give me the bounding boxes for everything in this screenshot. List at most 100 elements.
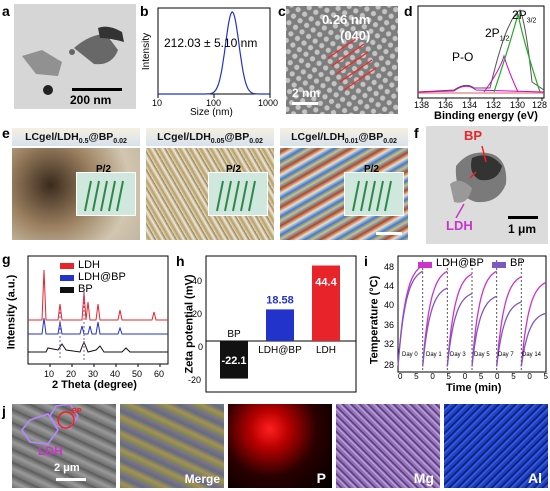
- eds-al-label: Al: [528, 470, 542, 486]
- xps-xtick-134: 134: [462, 100, 478, 110]
- pom-title-3: LCgel/LDH0.01@BP0.02: [280, 128, 408, 146]
- zeta-category-label: LDH@BP: [258, 345, 302, 356]
- pt-day-5: Day 5: [474, 352, 490, 358]
- pt-xtick: 0: [462, 372, 468, 381]
- xrd-legend-ldh: LDH: [78, 259, 101, 271]
- zeta-ytick-n20: -20: [188, 375, 202, 385]
- dls-xtick-100: 100: [206, 98, 222, 108]
- xrd-xtick-30: 30: [88, 369, 99, 379]
- pom-image-3: P/2: [280, 148, 408, 240]
- zeta-value-label: 44.4: [315, 277, 337, 289]
- pom-inset-1: [76, 172, 136, 216]
- hrtem-plane: (040): [340, 28, 371, 43]
- zeta-category-label: BP: [227, 329, 241, 340]
- xps-xtick-130: 130: [510, 100, 526, 110]
- tem-f-scalebar-line: [508, 216, 538, 219]
- pt-legend-bp-swatch: [492, 262, 506, 268]
- scalebar-label-a: 200 nm: [70, 93, 112, 107]
- pt-curve-ldhbp: [520, 281, 547, 367]
- sem-bp-label: BP: [72, 408, 82, 415]
- pt-xtick: 5: [446, 372, 451, 381]
- pt-ytick-28: 28: [384, 360, 395, 370]
- pom-image-2: P/2: [146, 148, 274, 240]
- pom-image-1: P/2: [12, 148, 140, 240]
- panel-label-d: d: [404, 3, 413, 19]
- pt-curve-bp: [520, 312, 547, 367]
- dls-ylabel: Intensity: [141, 32, 153, 71]
- xrd-xtick-60: 60: [154, 369, 165, 379]
- pt-curve-bp: [496, 301, 522, 367]
- hrtem-dspacing: 0.26 nm: [322, 12, 371, 27]
- pt-ytick-32: 32: [384, 339, 395, 349]
- xps-xtick-128: 128: [532, 100, 548, 110]
- xps-xtick-136: 136: [438, 100, 454, 110]
- sem-ldh-label: LDH: [38, 444, 63, 458]
- panel-label-h: h: [176, 253, 185, 269]
- xrd-xtick-10: 10: [44, 369, 55, 379]
- panel-label-i: i: [364, 253, 368, 269]
- pt-legend-ldhbp-swatch: [418, 262, 432, 268]
- pt-legend-bp: BP: [510, 257, 525, 269]
- zeta-chart-h: BP -22.1 LDH@BP 18.58 LDH 44.4: [205, 255, 357, 393]
- xps-peak-2p32: 2P3/2: [512, 8, 537, 25]
- pt-day-14: Day 14: [522, 352, 542, 358]
- pt-xtick: 0: [527, 372, 532, 381]
- tem-image-a: 200 nm: [14, 4, 136, 109]
- pom-title-2: LCgel/LDH0.05@BP0.02: [146, 128, 274, 146]
- xrd-legend-ldhbp: LDH@BP: [78, 271, 126, 283]
- pt-xlabel: Time (min): [446, 382, 502, 394]
- pt-curve-ldhbp: [471, 270, 498, 367]
- dls-plot-b: [157, 7, 271, 98]
- pt-ytick-48: 48: [384, 262, 395, 272]
- hrtem-scalebar-line: [292, 102, 318, 105]
- pt-xticks: 0 5 0 5 0 5 0 5 0 5: [398, 372, 548, 381]
- sem-image-j: LDH BP 2 μm: [12, 404, 116, 488]
- sem-scalebar-line: [56, 478, 86, 481]
- zeta-value-label: -22.1: [221, 355, 246, 367]
- xrd-ylabel: Intensity (a.u.): [5, 274, 18, 350]
- panel-label-b: b: [140, 3, 149, 19]
- tem-image-f: BP LDH 1 μm: [426, 126, 548, 244]
- pt-ytick-40: 40: [384, 300, 395, 310]
- panel-label-a: a: [2, 3, 10, 19]
- pt-xtick: 0: [398, 372, 403, 381]
- hrtem-image-c: 0.26 nm (040) 2 nm: [286, 6, 398, 114]
- pt-day-7: Day 7: [498, 352, 514, 358]
- pt-legend-ldhbp: LDH@BP: [436, 257, 484, 269]
- pt-curve-ldhbp: [446, 273, 473, 367]
- sem-scalebar-label: 2 μm: [54, 462, 80, 474]
- pt-xtick: 5: [414, 372, 419, 381]
- tem-f-scalebar-label: 1 μm: [508, 222, 537, 236]
- eds-al-map: Al: [444, 404, 548, 488]
- pom-inset-label-2: P/2: [226, 164, 242, 175]
- pt-curve-bp: [397, 270, 424, 367]
- zeta-ytick-40: 40: [192, 276, 203, 286]
- panel-label-c: c: [278, 3, 286, 19]
- xrd-xtick-20: 20: [66, 369, 77, 379]
- pt-ylabel: Temperature (°C): [368, 275, 381, 365]
- tem-bp-label: BP: [464, 128, 483, 143]
- eds-p-map: P: [228, 404, 332, 488]
- xps-peak-2p12: 2P1/2: [485, 26, 510, 43]
- eds-mg-label: Mg: [413, 470, 434, 486]
- zeta-bar-ldh: [312, 265, 340, 341]
- pt-curve-ldhbp: [422, 270, 448, 367]
- zeta-category-label: LDH: [316, 345, 336, 356]
- pt-day-3: Day 3: [450, 352, 466, 358]
- zeta-ytick-0: 0: [198, 342, 204, 352]
- pom-scalebar: [376, 232, 402, 235]
- pt-xtick: 0: [430, 372, 435, 381]
- xrd-xtick-40: 40: [110, 369, 121, 379]
- dls-xtick-10: 10: [152, 98, 163, 108]
- zeta-value-label: 18.58: [266, 294, 294, 306]
- panel-label-j: j: [2, 403, 6, 419]
- eds-mg-map: Mg: [336, 404, 440, 488]
- panel-label-g: g: [2, 251, 11, 267]
- xrd-legend-bp: BP: [78, 283, 93, 295]
- xps-xlabel: Binding energy (eV): [434, 110, 538, 122]
- pt-xtick: 0: [495, 372, 500, 381]
- hrtem-scalebar-label: 2 nm: [292, 86, 321, 100]
- tem-ldh-label: LDH: [446, 218, 473, 233]
- zeta-ytick-20: 20: [192, 309, 203, 319]
- pom-inset-3: [344, 172, 404, 216]
